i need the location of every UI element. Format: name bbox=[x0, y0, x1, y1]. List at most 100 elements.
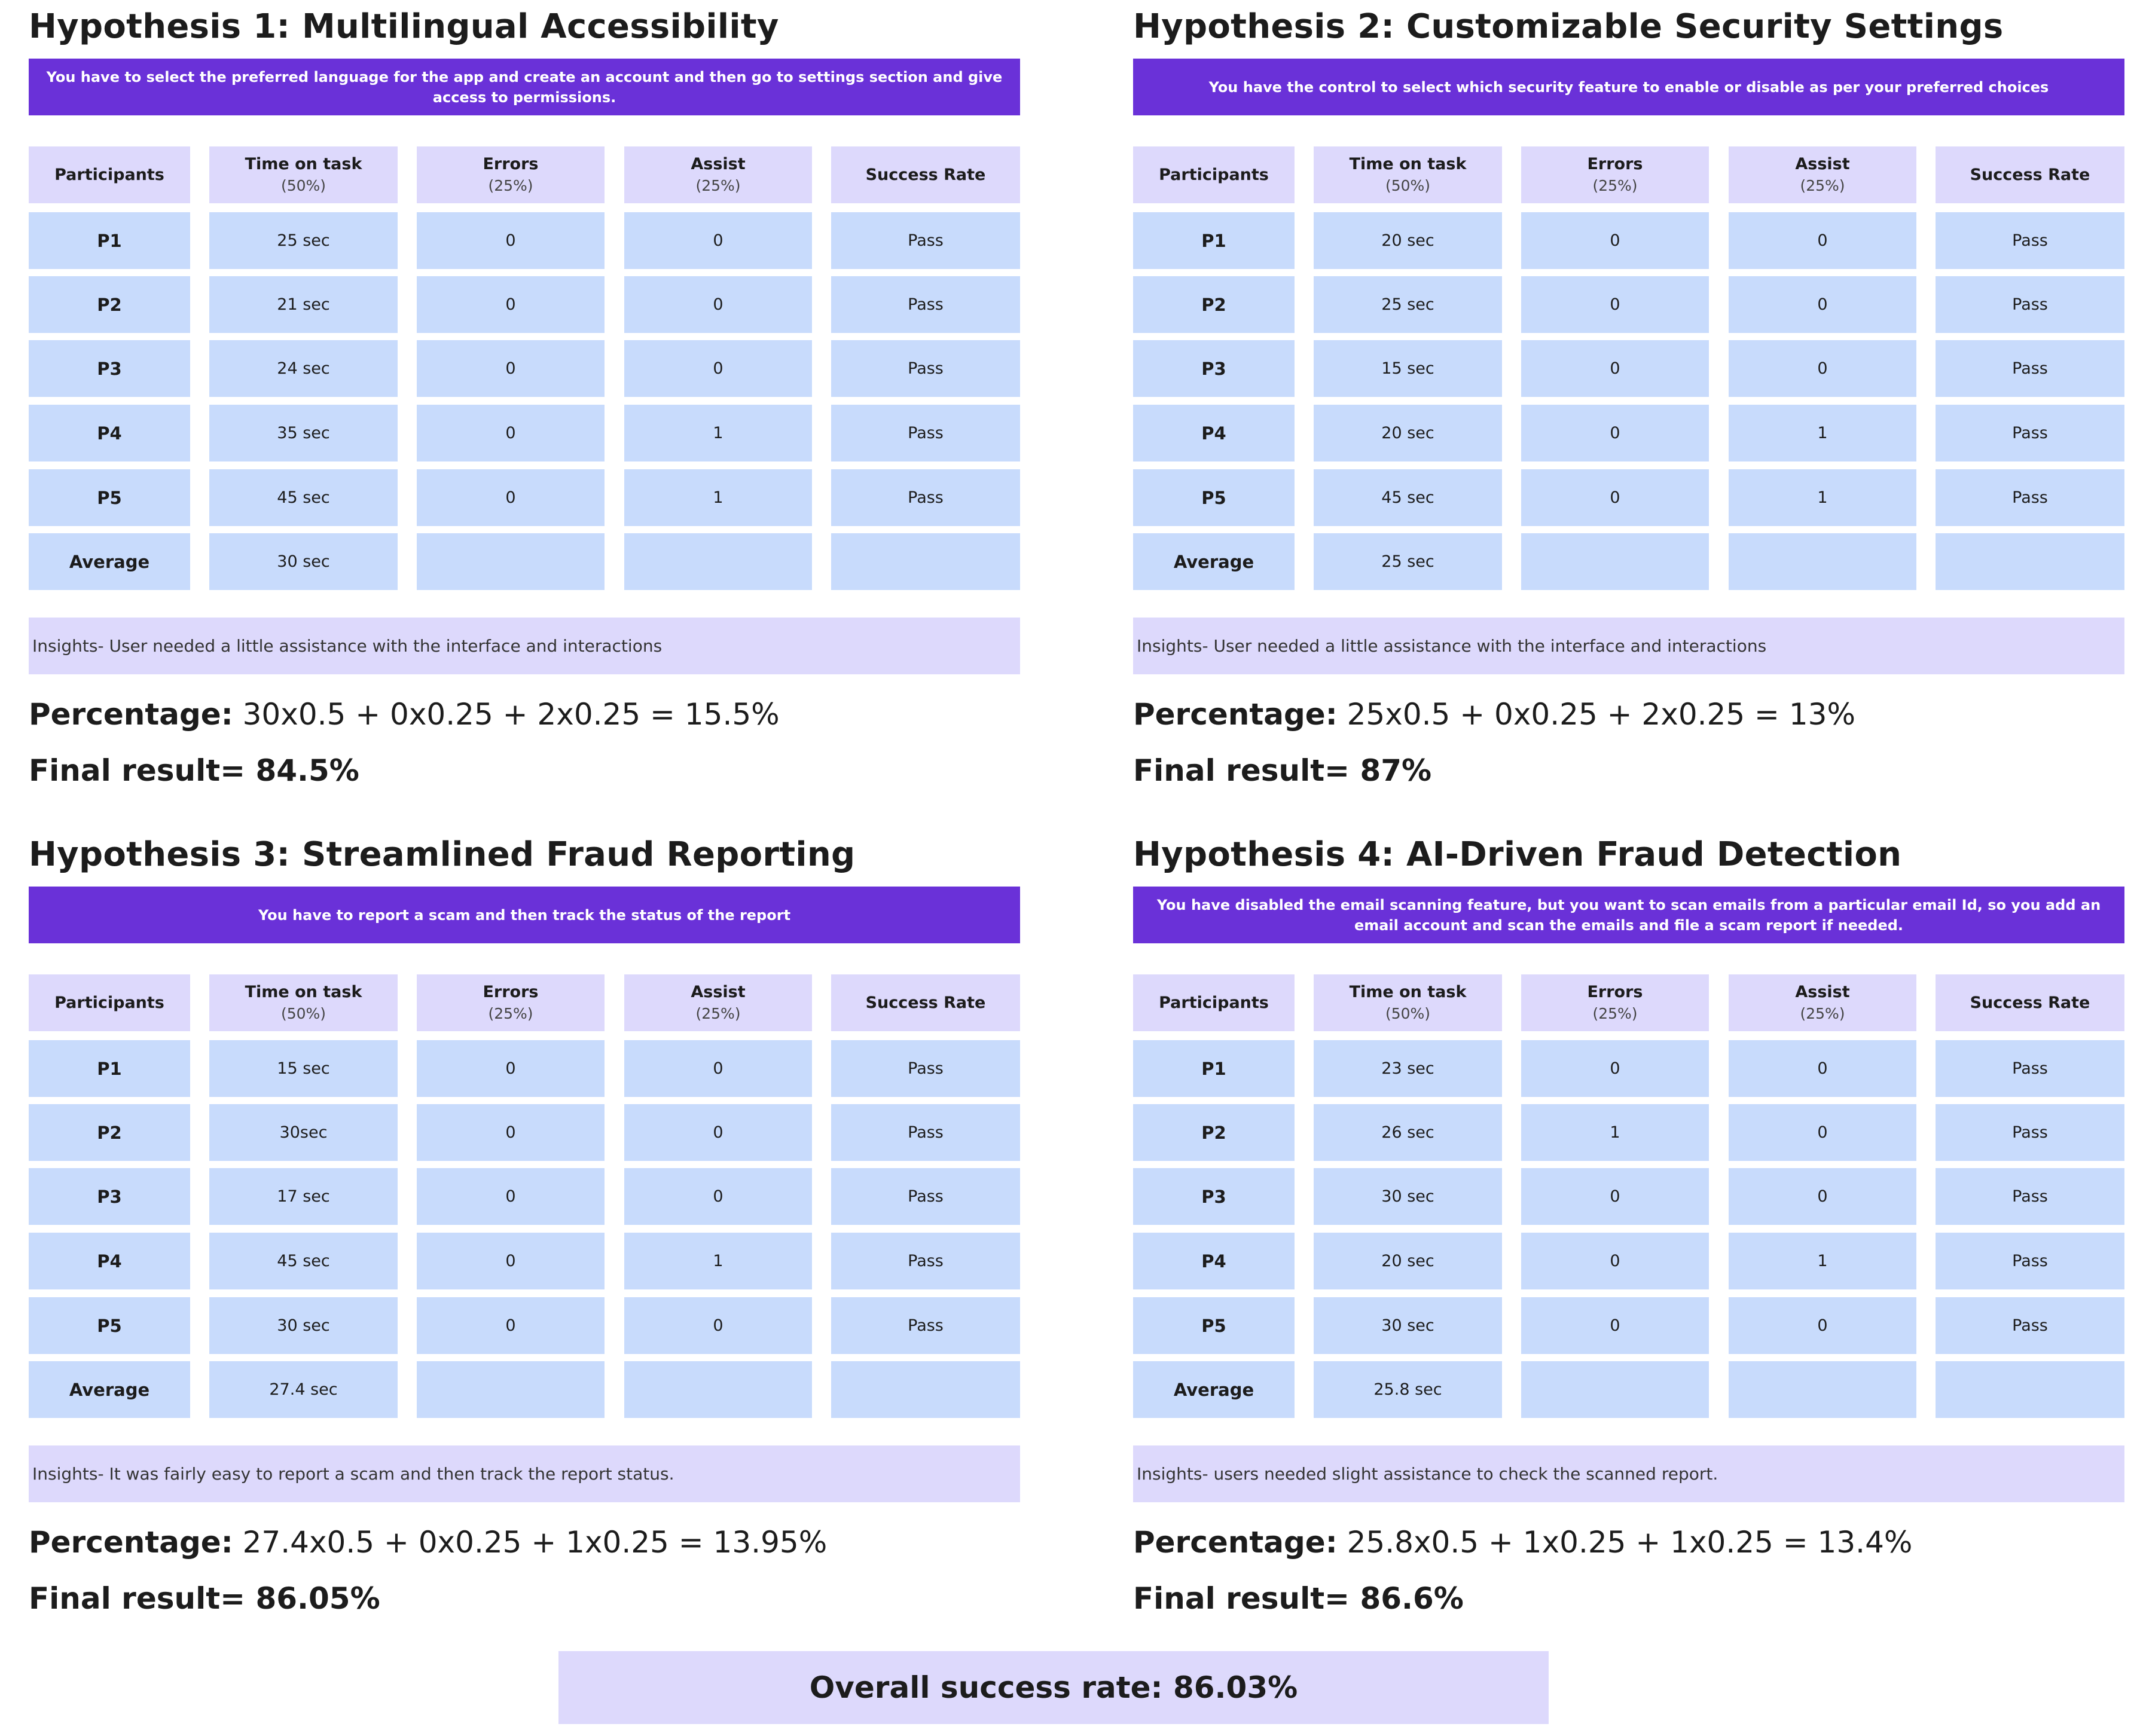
table-cell: 30 sec bbox=[209, 1297, 398, 1354]
table-cell: 1 bbox=[624, 469, 812, 526]
table-cell: Pass bbox=[1936, 1104, 2124, 1161]
percentage-formula: 25x0.5 + 0x0.25 + 2x0.25 = 13% bbox=[1347, 697, 1855, 732]
task-banner: You have to report a scam and then track… bbox=[29, 887, 1020, 943]
column-header: Errors (25%) bbox=[1521, 974, 1709, 1031]
participant-cell: Average bbox=[1133, 1361, 1295, 1418]
column-header-label: Success Rate bbox=[1970, 165, 2090, 184]
table-cell: 0 bbox=[1521, 1040, 1709, 1097]
column-header-weight: (25%) bbox=[695, 176, 741, 194]
table-cell: 0 bbox=[1521, 276, 1709, 333]
table-cell: 21 sec bbox=[209, 276, 398, 333]
table-cell: 20 sec bbox=[1314, 405, 1502, 461]
table-cell: 0 bbox=[417, 1104, 605, 1161]
hypothesis-1-panel: Hypothesis 1: Multilingual Accessibility… bbox=[29, 0, 1020, 801]
hypothesis-4-panel: Hypothesis 4: AI-Driven Fraud Detection Y… bbox=[1133, 828, 2124, 1629]
table-cell: 0 bbox=[417, 212, 605, 269]
participant-cell: P3 bbox=[29, 1168, 190, 1225]
table-cell: 0 bbox=[417, 1168, 605, 1225]
table-cell: 20 sec bbox=[1314, 1233, 1502, 1289]
column-header: Assist (25%) bbox=[1729, 146, 1916, 203]
participant-cell: P4 bbox=[29, 1233, 190, 1289]
percentage-label: Percentage: bbox=[1133, 1525, 1338, 1560]
column-header-label: Time on task bbox=[245, 154, 362, 173]
participant-cell: P3 bbox=[29, 340, 190, 397]
participant-cell: P1 bbox=[29, 1040, 190, 1097]
insights-box: Insights- It was fairly easy to report a… bbox=[29, 1445, 1020, 1502]
table-cell: 0 bbox=[624, 1104, 812, 1161]
participant-cell: P1 bbox=[1133, 1040, 1295, 1097]
participant-cell: P5 bbox=[1133, 469, 1295, 526]
table-cell: Pass bbox=[1936, 1233, 2124, 1289]
table-cell: 0 bbox=[1521, 469, 1709, 526]
column-header: Participants bbox=[1133, 146, 1295, 203]
table-cell: 15 sec bbox=[209, 1040, 398, 1097]
table-cell: Pass bbox=[831, 405, 1020, 461]
participant-cell: P2 bbox=[1133, 276, 1295, 333]
final-result: Final result= 86.05% bbox=[29, 1581, 380, 1616]
final-result: Final result= 84.5% bbox=[29, 753, 359, 788]
column-header-label: Success Rate bbox=[865, 993, 986, 1012]
column-header-weight: (25%) bbox=[695, 1004, 741, 1022]
table-cell: Pass bbox=[1936, 1168, 2124, 1225]
table-cell: Pass bbox=[831, 212, 1020, 269]
table-cell: Pass bbox=[1936, 1297, 2124, 1354]
participant-cell: P3 bbox=[1133, 1168, 1295, 1225]
table-cell bbox=[624, 533, 812, 590]
participant-cell: P3 bbox=[1133, 340, 1295, 397]
table-cell: 0 bbox=[417, 340, 605, 397]
table-cell: 23 sec bbox=[1314, 1040, 1502, 1097]
table-cell: 0 bbox=[1729, 1104, 1916, 1161]
participant-cell: P4 bbox=[1133, 1233, 1295, 1289]
table-cell: 1 bbox=[624, 1233, 812, 1289]
table-cell: 25 sec bbox=[1314, 276, 1502, 333]
task-banner: You have to select the preferred languag… bbox=[29, 59, 1020, 115]
participant-cell: Average bbox=[29, 1361, 190, 1418]
column-header: Assist (25%) bbox=[1729, 974, 1916, 1031]
hypothesis-title: Hypothesis 2: Customizable Security Sett… bbox=[1133, 7, 2004, 46]
participant-cell: P4 bbox=[29, 405, 190, 461]
column-header: Time on task (50%) bbox=[209, 146, 398, 203]
table-cell: 0 bbox=[624, 1040, 812, 1097]
table-cell bbox=[417, 533, 605, 590]
column-header-label: Participants bbox=[54, 993, 164, 1012]
column-header: Time on task (50%) bbox=[1314, 974, 1502, 1031]
table-cell: 30sec bbox=[209, 1104, 398, 1161]
column-header-label: Errors bbox=[1587, 154, 1643, 173]
table-cell: 30 sec bbox=[209, 533, 398, 590]
hypothesis-title: Hypothesis 1: Multilingual Accessibility bbox=[29, 7, 779, 46]
table-cell: 30 sec bbox=[1314, 1168, 1502, 1225]
participant-cell: P4 bbox=[1133, 405, 1295, 461]
table-cell: 0 bbox=[417, 405, 605, 461]
percentage-label: Percentage: bbox=[29, 697, 233, 732]
table-cell: Pass bbox=[831, 1233, 1020, 1289]
participant-cell: P1 bbox=[29, 212, 190, 269]
table-cell: 0 bbox=[1729, 276, 1916, 333]
table-cell: 0 bbox=[417, 276, 605, 333]
table-cell: 1 bbox=[1729, 405, 1916, 461]
insights-box: Insights- users needed slight assistance… bbox=[1133, 1445, 2124, 1502]
table-cell: 45 sec bbox=[209, 1233, 398, 1289]
column-header-label: Errors bbox=[483, 154, 539, 173]
percentage-line: Percentage: 25x0.5 + 0x0.25 + 2x0.25 = 1… bbox=[1133, 697, 1855, 732]
insights-box: Insights- User needed a little assistanc… bbox=[1133, 618, 2124, 674]
column-header-label: Success Rate bbox=[1970, 993, 2090, 1012]
column-header: Participants bbox=[1133, 974, 1295, 1031]
percentage-formula: 27.4x0.5 + 0x0.25 + 1x0.25 = 13.95% bbox=[242, 1525, 828, 1560]
table-cell: Pass bbox=[831, 1104, 1020, 1161]
table-cell: 17 sec bbox=[209, 1168, 398, 1225]
table-cell: 0 bbox=[417, 1040, 605, 1097]
final-result: Final result= 86.6% bbox=[1133, 1581, 1464, 1616]
table-cell bbox=[1936, 533, 2124, 590]
column-header-label: Participants bbox=[1159, 993, 1269, 1012]
table-cell: 35 sec bbox=[209, 405, 398, 461]
column-header-label: Assist bbox=[1795, 154, 1850, 173]
table-cell bbox=[624, 1361, 812, 1418]
table-cell: 0 bbox=[624, 340, 812, 397]
table-cell: Pass bbox=[831, 340, 1020, 397]
participant-cell: P5 bbox=[29, 469, 190, 526]
table-cell: 30 sec bbox=[1314, 1297, 1502, 1354]
table-cell bbox=[1729, 1361, 1916, 1418]
column-header-label: Assist bbox=[691, 154, 746, 173]
table-cell: Pass bbox=[1936, 1040, 2124, 1097]
table-cell: 0 bbox=[1521, 405, 1709, 461]
